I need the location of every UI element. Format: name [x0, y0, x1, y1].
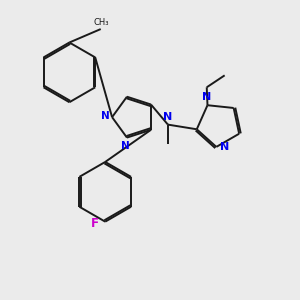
Text: N: N: [202, 92, 211, 102]
Text: CH₃: CH₃: [94, 18, 109, 27]
Text: N: N: [101, 111, 110, 121]
Text: N: N: [220, 142, 229, 152]
Text: N: N: [163, 112, 172, 122]
Text: N: N: [121, 141, 130, 151]
Text: F: F: [91, 217, 99, 230]
